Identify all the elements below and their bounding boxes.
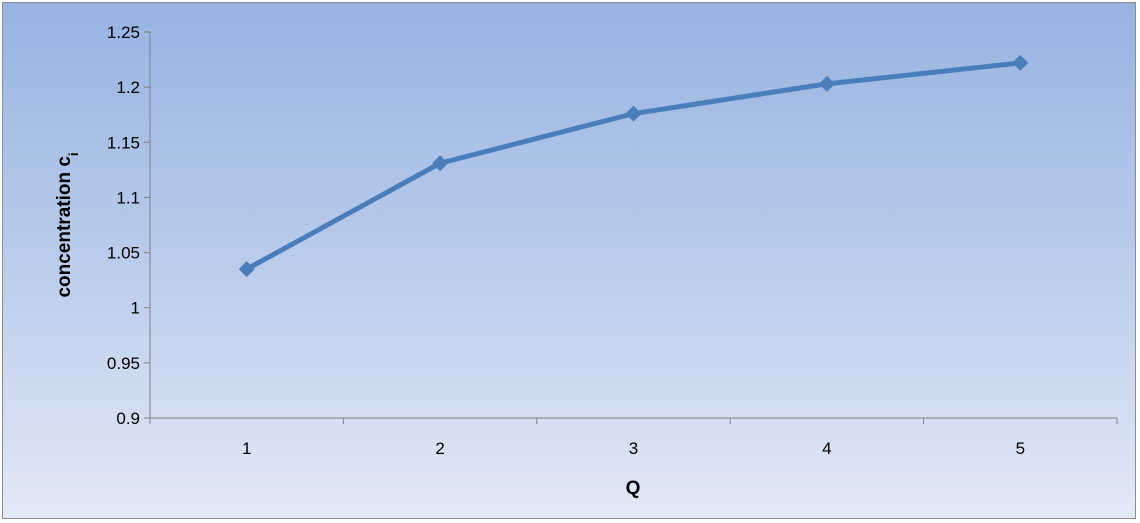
y-tick-label: 0.9 — [116, 409, 140, 428]
y-tick-label: 1.15 — [107, 133, 140, 152]
y-axis-title-subscript: i — [66, 152, 81, 156]
x-tick-label: 2 — [435, 439, 444, 458]
y-tick-label: 1.05 — [107, 244, 140, 263]
y-ticks: 0.9 0.95 1 1.05 1.1 1.15 1.2 1.25 — [107, 23, 150, 428]
data-point-marker — [432, 155, 449, 172]
x-tick-label: 3 — [629, 439, 638, 458]
y-tick-label: 0.95 — [107, 354, 140, 373]
y-axis-title: concentration ci — [54, 152, 81, 297]
x-ticks: 1 2 3 4 5 — [149, 418, 1118, 458]
x-tick-label: 4 — [822, 439, 831, 458]
x-axis-title: Q — [626, 478, 641, 499]
data-point-marker — [625, 105, 642, 122]
y-tick-label: 1.2 — [116, 78, 140, 97]
y-axis-title-main: concentration c — [54, 156, 75, 298]
data-point-marker — [818, 75, 835, 92]
data-point-marker — [238, 261, 255, 278]
y-tick-label: 1.25 — [107, 23, 140, 42]
data-point-marker — [1012, 54, 1029, 71]
x-tick-label: 5 — [1016, 439, 1025, 458]
y-tick-label: 1 — [131, 299, 140, 318]
axes — [149, 32, 1117, 419]
y-tick-label: 1.1 — [116, 188, 140, 207]
series-line — [245, 60, 1021, 272]
series — [238, 54, 1029, 278]
x-tick-label: 1 — [242, 439, 251, 458]
